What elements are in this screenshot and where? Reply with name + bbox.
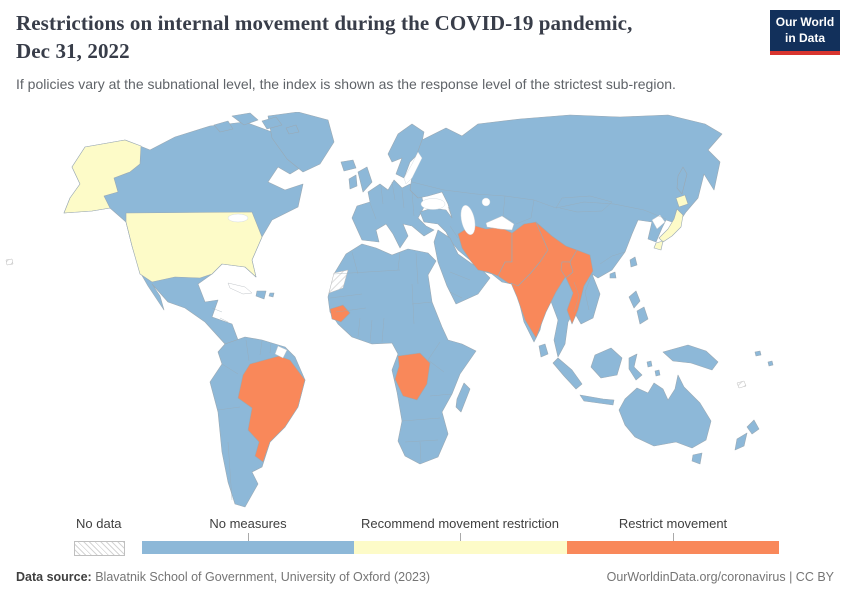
legend-swatch-recommend[interactable] [354,541,567,554]
island-puerto-rico[interactable] [268,292,275,298]
map-svg[interactable] [0,111,850,514]
baltic-sea [403,151,423,185]
country-cuba[interactable] [227,282,253,295]
legend-tick [673,533,674,541]
chart-footer: Data source: Blavatnik School of Governm… [0,570,850,584]
arctic-island[interactable] [285,124,300,135]
data-source-note: Data source: Blavatnik School of Governm… [16,570,430,584]
country-new-zealand[interactable] [746,419,760,435]
legend-swatch-no-data[interactable] [74,541,125,556]
map-legend: No data No measures Recommend movement r… [0,514,850,556]
country-australia[interactable] [618,374,712,449]
credit-link[interactable]: OurWorldinData.org/coronavirus | CC BY [606,570,834,584]
logo-line1: Our World [775,15,835,29]
country-philippines[interactable] [628,290,641,309]
country-borders [211,181,667,501]
arctic-island[interactable] [231,112,259,126]
black-sea [420,198,446,210]
island-sumatra[interactable] [552,357,583,390]
arctic-island[interactable] [261,116,283,130]
landmass-greenland[interactable] [267,111,335,173]
legend-label-recommend: Recommend movement restriction [361,516,559,531]
page-subtitle: If policies vary at the subnational leve… [16,76,676,92]
legend-tick [248,533,249,541]
island-hainan[interactable] [609,271,617,279]
island-tasmania[interactable] [691,452,703,465]
country-japan-hokkaido[interactable] [675,194,689,208]
country-north-korea[interactable] [651,214,666,230]
country-japan-kyushu[interactable] [653,240,664,251]
legend-tick [460,533,461,541]
country-philippines[interactable] [636,306,649,325]
country-india[interactable] [510,221,578,339]
region-new-caledonia[interactable] [736,380,747,389]
legend-swatch-no-measures[interactable] [142,541,355,554]
region-french-guiana[interactable] [274,345,288,359]
caspian-sea [460,205,476,235]
page-title: Restrictions on internal movement during… [16,10,716,65]
island-new-guinea[interactable] [662,344,719,371]
legend-swatch-restrict[interactable] [566,541,779,554]
country-madagascar[interactable] [455,382,471,413]
country-new-zealand[interactable] [734,432,748,451]
island-borneo[interactable] [590,347,623,379]
world-choropleth-map[interactable] [0,111,850,514]
region-western-sahara[interactable] [328,269,349,294]
country-united-states[interactable] [125,211,263,283]
title-line1: Restrictions on internal movement during… [16,11,633,35]
island-moluccas[interactable] [654,369,661,377]
data-source-label: Data source: [16,570,92,584]
landmass-africa[interactable] [327,243,477,465]
aral-sea [481,197,491,207]
country-dr-congo[interactable] [394,352,431,401]
landmass-arabia[interactable] [433,229,491,305]
logo-line2: in Data [784,30,825,45]
island-taiwan[interactable] [629,256,638,268]
country-ireland[interactable] [348,174,358,190]
island-hispaniola[interactable] [255,290,267,300]
legend-label-restrict: Restrict movement [618,516,728,531]
country-guinea[interactable] [329,304,351,323]
arctic-island[interactable] [213,120,234,133]
country-brazil[interactable] [237,355,306,463]
country-united-kingdom[interactable] [357,166,373,193]
legend-label-no-measures: No measures [209,516,287,531]
great-lakes [227,213,249,223]
legend-color-bar[interactable] [142,541,779,554]
landmass-scandinavia[interactable] [387,123,425,179]
country-turkmenistan[interactable] [485,215,515,231]
island-vanuatu[interactable] [767,360,774,367]
region-french-polynesia[interactable] [5,258,14,266]
island-sulawesi[interactable] [628,353,643,381]
title-line2: Dec 31, 2022 [16,38,130,63]
landmass-europe[interactable] [351,179,435,249]
country-iceland[interactable] [340,159,357,172]
owid-logo[interactable]: Our World in Data [770,10,840,55]
landmass-eurasia[interactable] [409,114,723,358]
data-source-text: Blavatnik School of Government, Universi… [95,570,431,584]
island-fiji[interactable] [754,350,762,357]
country-sri-lanka[interactable] [538,343,549,358]
legend-label-no-data: No data [76,516,122,531]
island-java[interactable] [579,394,615,406]
island-moluccas[interactable] [646,360,653,368]
country-myanmar[interactable] [565,249,594,325]
island-sakhalin[interactable] [676,166,688,195]
country-united-states-alaska[interactable] [63,139,142,214]
